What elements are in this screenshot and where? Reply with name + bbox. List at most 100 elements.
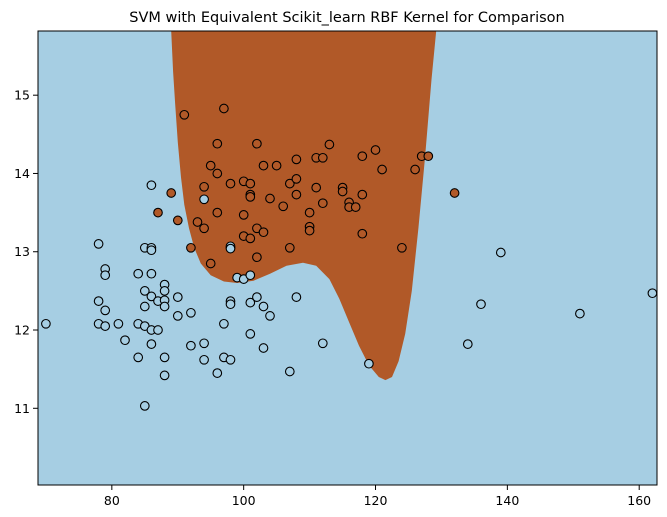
data-point-class-0: [258, 301, 269, 312]
data-point-class-0: [146, 339, 157, 349]
data-point-class-1: [291, 189, 302, 200]
data-point-class-0: [133, 352, 144, 363]
data-point-class-0: [159, 286, 170, 296]
data-point-class-0: [100, 270, 111, 281]
data-point-class-0: [93, 296, 104, 306]
data-point-class-1: [410, 164, 420, 175]
data-point-class-0: [291, 292, 302, 302]
data-point-class-1: [212, 138, 223, 149]
data-point-class-1: [252, 138, 262, 149]
data-point-class-0: [186, 307, 196, 318]
data-point-class-0: [317, 338, 328, 349]
data-point-class-1: [219, 103, 229, 114]
data-point-class-0: [245, 270, 256, 281]
data-point-class-0: [146, 180, 157, 191]
data-point-class-0: [139, 286, 150, 296]
data-point-class-0: [159, 352, 170, 363]
region-class-1: [171, 31, 437, 381]
data-point-class-0: [146, 268, 157, 279]
data-point-class-0: [219, 318, 229, 329]
data-point-class-1: [317, 152, 328, 163]
data-point-class-1: [258, 160, 269, 171]
data-point-class-0: [225, 299, 236, 310]
data-point-class-1: [271, 160, 282, 171]
data-point-class-1: [238, 210, 249, 220]
data-point-class-1: [357, 151, 368, 162]
x-tick-label: 140: [495, 493, 519, 508]
data-point-class-0: [113, 318, 124, 329]
data-point-class-1: [370, 145, 381, 155]
data-point-class-0: [159, 370, 170, 381]
data-point-class-1: [284, 178, 295, 189]
data-point-class-0: [245, 297, 256, 308]
data-point-class-1: [199, 181, 209, 192]
data-point-class-0: [647, 288, 658, 299]
data-point-class-0: [146, 291, 157, 302]
data-point-class-1: [304, 225, 315, 236]
data-point-class-1: [179, 109, 190, 120]
data-point-class-1: [423, 151, 434, 162]
y-axis: 11 12 13 14 15: [14, 88, 38, 416]
data-point-class-1: [304, 207, 315, 218]
data-point-class-1: [212, 207, 223, 218]
data-point-class-1: [245, 233, 256, 244]
x-tick-label: 80: [104, 493, 120, 508]
data-point-class-0: [284, 366, 295, 377]
data-point-class-1: [357, 228, 368, 239]
data-point-class-0: [100, 321, 111, 331]
data-point-class-0: [100, 305, 111, 316]
data-point-class-0: [495, 247, 506, 258]
data-point-class-1: [397, 242, 407, 253]
y-tick-label: 13: [14, 244, 30, 259]
data-point-class-1: [337, 186, 348, 197]
data-point-class-0: [476, 299, 486, 310]
data-point-class-0: [186, 340, 196, 351]
data-point-class-0: [139, 301, 150, 312]
data-point-class-0: [93, 239, 104, 249]
data-point-class-0: [364, 358, 374, 369]
data-point-class-0: [153, 325, 163, 335]
data-point-class-0: [575, 308, 585, 319]
data-point-class-1: [172, 215, 183, 226]
data-point-class-0: [172, 311, 183, 321]
data-point-class-1: [291, 154, 302, 165]
y-tick-label: 14: [14, 166, 30, 181]
x-axis: 80 100 120 140 160: [104, 485, 651, 508]
data-point-class-0: [225, 243, 236, 254]
data-point-class-0: [199, 338, 209, 349]
data-point-class-1: [278, 201, 289, 212]
data-point-class-1: [258, 227, 269, 238]
data-point-class-0: [172, 292, 183, 302]
data-point-class-0: [265, 311, 275, 321]
chart-title: SVM with Equivalent Scikit_learn RBF Ker…: [129, 10, 565, 26]
data-point-class-1: [449, 188, 460, 198]
data-point-class-1: [357, 189, 368, 200]
data-point-class-0: [133, 268, 144, 279]
data-point-class-1: [245, 178, 256, 189]
data-point-class-0: [199, 194, 209, 205]
data-point-class-1: [317, 198, 328, 209]
y-tick-label: 12: [14, 323, 30, 338]
data-point-class-1: [252, 252, 262, 263]
data-point-class-1: [265, 193, 275, 204]
data-point-class-0: [159, 301, 170, 312]
data-point-class-1: [377, 164, 387, 175]
data-point-class-0: [225, 354, 236, 365]
data-point-class-1: [291, 174, 302, 184]
data-point-class-0: [120, 335, 130, 346]
data-point-class-1: [350, 202, 361, 212]
x-tick-label: 160: [627, 493, 651, 508]
data-point-class-0: [212, 368, 223, 378]
data-point-class-1: [225, 178, 236, 189]
data-point-class-0: [199, 354, 209, 365]
data-point-class-1: [212, 168, 223, 179]
data-point-class-1: [199, 223, 209, 234]
data-point-class-1: [324, 139, 335, 150]
y-tick-label: 11: [14, 401, 30, 416]
data-point-class-1: [311, 182, 322, 193]
x-tick-label: 100: [232, 493, 256, 508]
data-point-class-0: [41, 318, 51, 329]
data-point-class-1: [245, 192, 256, 202]
data-point-class-0: [462, 339, 473, 349]
